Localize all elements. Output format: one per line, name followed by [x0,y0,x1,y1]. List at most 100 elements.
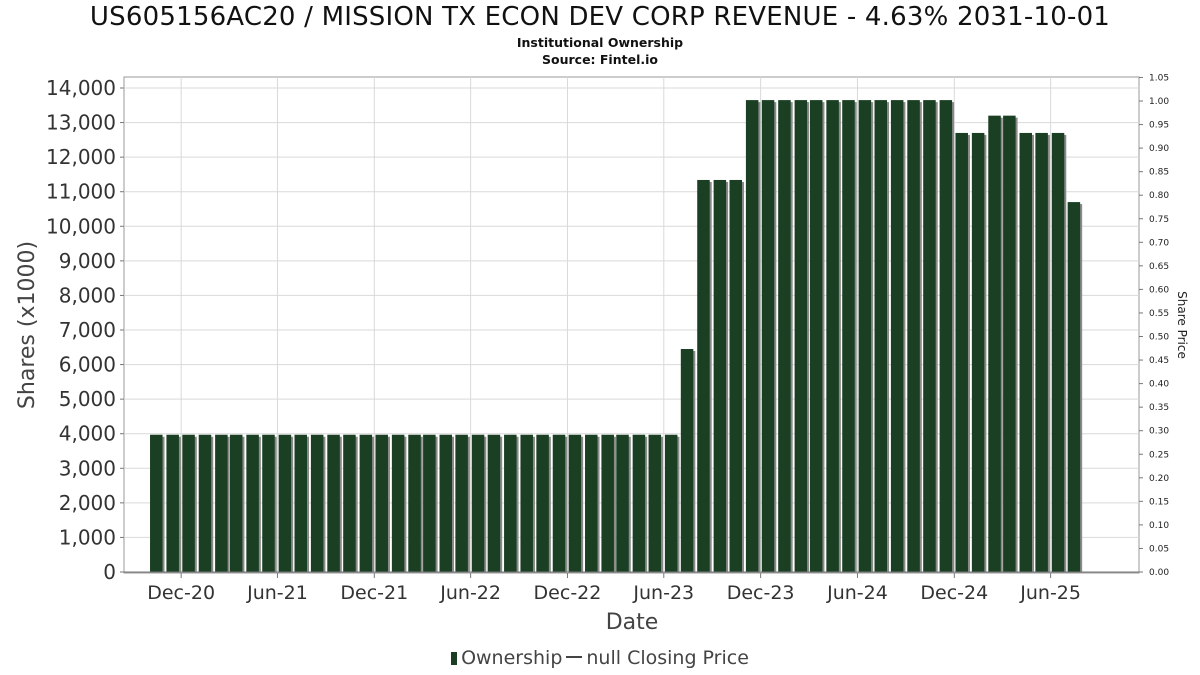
y-tick-label: 9,000 [59,249,116,273]
bar [198,434,212,572]
y2-tick-label: 0.80 [1149,191,1169,201]
bar [1051,132,1065,572]
y2-tick-label: 0.30 [1149,427,1169,437]
y2-tick-label: 0.55 [1149,309,1169,319]
y2-axis-label: Share Price [1175,291,1189,359]
x-tick-label: Jun-23 [632,582,694,604]
legend-ownership: Ownership [461,647,563,669]
bar [552,434,566,572]
bar [343,434,356,572]
chart-title: US605156AC20 / MISSION TX ECON DEV CORP … [89,2,1111,32]
bar [1019,132,1033,572]
y2-tick-label: 0.95 [1149,121,1169,131]
bar [858,100,872,572]
bar [761,100,775,572]
y-tick-label: 5,000 [59,387,116,411]
y2-tick-label: 0.85 [1149,168,1169,178]
y-tick-label: 4,000 [59,422,116,446]
y-tick-label: 2,000 [59,491,116,515]
y2-tick-label: 0.45 [1149,356,1169,366]
bar [423,434,436,572]
bar [408,434,421,572]
bar [294,434,308,572]
bar [955,132,968,572]
y-tick-label: 7,000 [59,318,116,342]
bar [616,434,629,572]
y2-tick-label: 1.00 [1149,97,1169,107]
bar [166,434,179,572]
bar [809,100,823,572]
chart-source: Source: Fintel.io [542,52,658,67]
bar [246,434,259,572]
bar [215,434,228,572]
y-tick-label: 10,000 [46,214,116,238]
legend-price: null Closing Price [586,647,749,669]
x-axis-label: Date [606,610,659,635]
y2-tick-label: 0.65 [1149,262,1169,272]
y2-tick-label: 0.05 [1149,544,1169,554]
x-tick-label: Dec-22 [534,582,602,604]
bar [939,100,953,572]
bar [745,100,759,572]
bars [124,100,1139,573]
y2-tick-label: 0.10 [1149,521,1169,531]
y-tick-label: 8,000 [59,283,116,307]
bar [664,434,678,572]
bar [890,100,904,572]
bar [713,179,727,572]
y2-tick-label: 0.25 [1149,450,1169,460]
x-tick-label: Jun-22 [439,582,501,604]
y2-tick-label: 0.60 [1149,285,1169,295]
y2-tick-label: 0.75 [1149,215,1169,225]
bar [1067,202,1081,573]
y2-axis-ticks: 0.00 0.05 0.10 0.15 0.20 0.25 0.30 0.35 0.40 0.45… [1139,73,1169,578]
y2-tick-label: 0.70 [1149,238,1169,248]
y-axis-label: Shares (x1000) [15,241,40,409]
bar [923,100,936,572]
x-axis-ticks: Dec-20 Jun-21 Dec-21 Jun-22 Dec-22 Jun-23 Dec-… [147,573,1081,604]
bar [536,434,549,572]
bar [310,434,324,572]
x-tick-label: Jun-25 [1019,582,1081,604]
bar [327,434,340,572]
x-tick-label: Dec-23 [727,582,795,604]
bar [826,100,839,572]
bar [1003,115,1016,573]
y-tick-label: 13,000 [46,111,116,135]
y2-tick-label: 1.05 [1149,73,1169,83]
y-tick-label: 0 [103,560,116,584]
y2-tick-label: 0.35 [1149,403,1169,413]
bar [487,434,501,572]
bar [1035,132,1048,572]
y-tick-label: 1,000 [59,525,116,549]
y2-tick-label: 0.00 [1149,568,1169,578]
bar [229,434,243,572]
bar [455,434,468,572]
bar [988,115,1001,573]
bar [278,434,292,572]
y2-tick-label: 0.90 [1149,144,1169,154]
bar [907,100,920,572]
y-tick-label: 12,000 [46,145,116,169]
y-tick-label: 3,000 [59,456,116,480]
y2-tick-label: 0.40 [1149,380,1169,390]
bar [971,132,985,572]
legend: Ownership null Closing Price [0,647,1200,669]
bar [504,434,517,572]
bar [601,434,614,572]
bar [391,434,405,572]
bar [680,349,694,572]
bar [697,179,710,572]
chart-subtitle: Institutional Ownership [516,35,684,50]
bar [359,434,373,572]
bar [874,100,888,572]
y-tick-label: 11,000 [46,180,116,204]
bar [842,100,855,572]
y2-tick-label: 0.50 [1149,333,1169,343]
bar [150,434,163,572]
bar [778,100,791,572]
y-axis-ticks: 0 1,000 2,000 3,000 4,000 5,000 6,000 7,000 8,00… [46,76,124,584]
bar [568,434,582,572]
ownership-swatch [451,652,458,665]
